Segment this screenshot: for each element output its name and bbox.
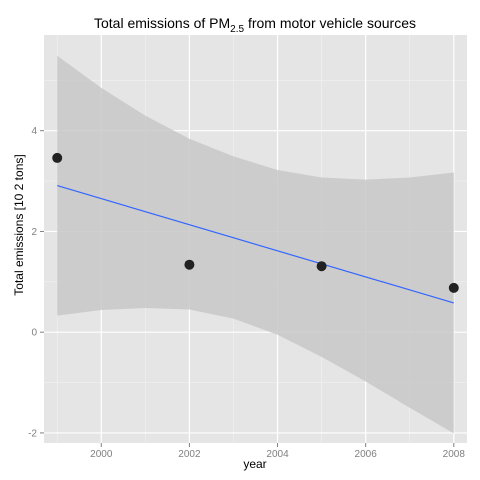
data-point <box>52 152 63 163</box>
data-points <box>52 152 459 293</box>
data-point <box>184 259 195 270</box>
y-tick-label: 0 <box>31 328 37 339</box>
y-axis-ticks: -2 0 2 4 <box>28 126 44 439</box>
x-axis-ticks: 2000 2002 2004 2006 2008 <box>90 443 465 460</box>
chart-title: Total emissions of PM2.5 from motor vehi… <box>94 15 416 35</box>
y-tick-label: -2 <box>28 428 37 439</box>
x-axis-label: year <box>243 457 266 471</box>
chart-title-subscript: 2.5 <box>230 24 244 35</box>
x-tick-label: 2004 <box>266 449 289 460</box>
chart-title-suffix: from motor vehicle sources <box>244 15 416 31</box>
y-axis-label: Total emissions [10 2 tons] <box>12 154 26 295</box>
data-point <box>448 282 459 293</box>
y-tick-label: 2 <box>31 227 37 238</box>
x-tick-label: 2006 <box>355 449 378 460</box>
data-point <box>316 261 327 272</box>
x-tick-label: 2008 <box>443 449 466 460</box>
x-tick-label: 2000 <box>90 449 113 460</box>
x-tick-label: 2002 <box>178 449 201 460</box>
regression-line <box>57 185 454 304</box>
y-tick-label: 4 <box>31 126 37 137</box>
